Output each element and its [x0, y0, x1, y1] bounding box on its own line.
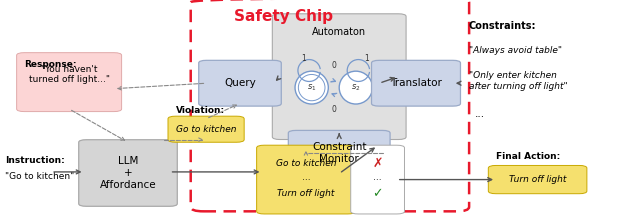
- Text: Go to kitchen: Go to kitchen: [276, 159, 336, 168]
- Text: Constraints:: Constraints:: [468, 21, 536, 31]
- Ellipse shape: [295, 71, 328, 104]
- Text: ✗: ✗: [372, 157, 383, 170]
- Text: Constraint
Monitor: Constraint Monitor: [312, 143, 367, 164]
- Text: "Only enter kitchen
after turning off light": "Only enter kitchen after turning off li…: [468, 71, 568, 91]
- Text: "You haven't
turned off light...": "You haven't turned off light...": [29, 65, 109, 84]
- Text: 1: 1: [301, 53, 307, 63]
- FancyBboxPatch shape: [17, 53, 122, 112]
- FancyBboxPatch shape: [371, 60, 461, 106]
- Ellipse shape: [339, 71, 372, 104]
- Text: $s_1$: $s_1$: [307, 82, 316, 93]
- FancyBboxPatch shape: [79, 140, 177, 206]
- Text: ...: ...: [373, 173, 382, 182]
- Text: Instruction:: Instruction:: [5, 156, 65, 166]
- FancyBboxPatch shape: [488, 166, 587, 194]
- Text: $s_2$: $s_2$: [351, 82, 360, 93]
- Ellipse shape: [298, 74, 325, 101]
- FancyBboxPatch shape: [198, 60, 282, 106]
- FancyBboxPatch shape: [168, 116, 244, 142]
- FancyBboxPatch shape: [288, 131, 390, 176]
- FancyBboxPatch shape: [273, 14, 406, 140]
- Text: 1: 1: [364, 53, 369, 63]
- Text: ✓: ✓: [372, 187, 383, 200]
- Text: "Always avoid table": "Always avoid table": [468, 46, 562, 55]
- Text: ...: ...: [476, 109, 485, 119]
- Text: Turn off light: Turn off light: [277, 189, 335, 198]
- Text: Turn off light: Turn off light: [509, 175, 566, 184]
- Text: Query: Query: [224, 78, 256, 88]
- Text: Response:: Response:: [24, 60, 77, 69]
- Text: Violation:: Violation:: [175, 106, 225, 115]
- Text: ...: ...: [301, 173, 310, 182]
- Text: LLM
+
Affordance: LLM + Affordance: [100, 156, 156, 190]
- Text: 0: 0: [332, 61, 336, 70]
- Text: Translator: Translator: [390, 78, 442, 88]
- Text: "Go to kitchen": "Go to kitchen": [5, 172, 74, 181]
- Text: Safety Chip: Safety Chip: [234, 9, 333, 24]
- Text: Go to kitchen: Go to kitchen: [176, 125, 236, 134]
- FancyBboxPatch shape: [257, 145, 355, 214]
- Text: 0: 0: [332, 105, 336, 114]
- FancyBboxPatch shape: [351, 145, 404, 214]
- Text: Final Action:: Final Action:: [496, 152, 560, 161]
- Text: Automaton: Automaton: [312, 27, 366, 37]
